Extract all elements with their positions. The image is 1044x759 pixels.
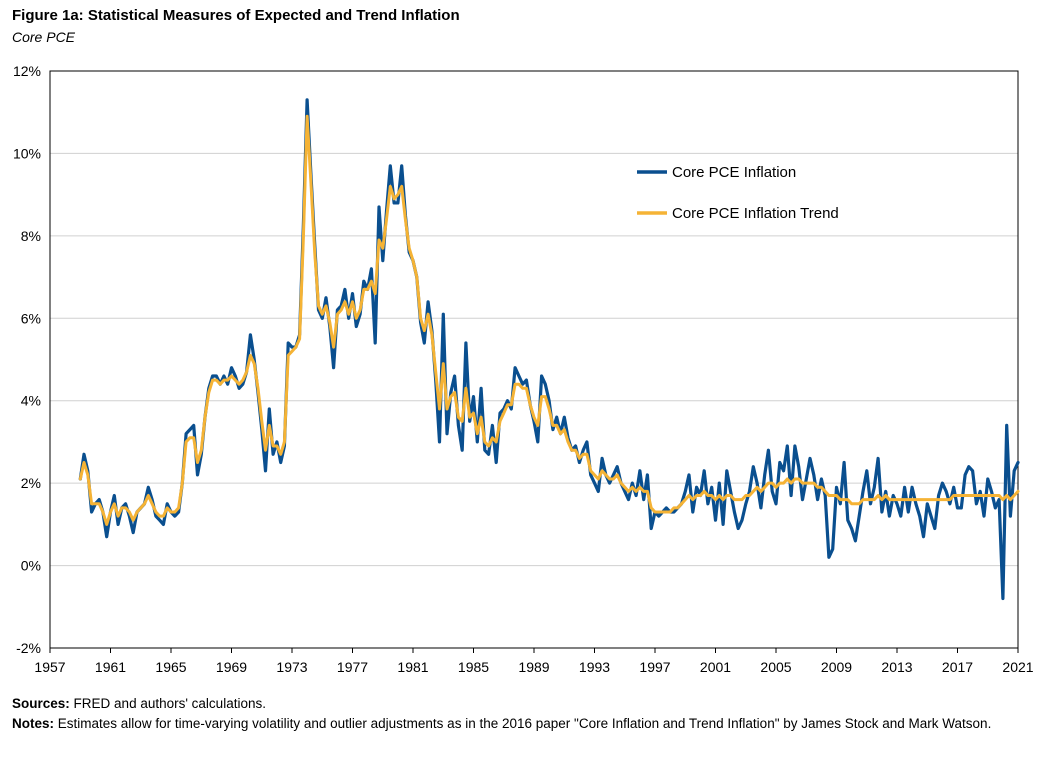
y-tick-label: 2%: [21, 475, 41, 491]
y-axis: -2% 0% 2% 4% 6% 8% 10% 12%: [13, 63, 41, 656]
series-line-core-pce-inflation-trend: [78, 114, 1020, 526]
legend-label: Core PCE Inflation Trend: [672, 205, 839, 222]
x-axis: 1957 1961 1965 1969 1973 1977 1981 1985 1989 1993…: [34, 648, 1034, 675]
sources-label: Sources:: [12, 696, 70, 711]
plot-area-frame: [49, 70, 1019, 649]
x-tick-label: 1993: [579, 659, 610, 675]
series-layer: [78, 98, 1020, 601]
x-tick-label: 1989: [518, 659, 549, 675]
y-tick-label: 10%: [13, 145, 41, 161]
x-tick-label: 1973: [276, 659, 307, 675]
y-tick-label: -2%: [16, 640, 41, 656]
series-line-core-pce-inflation: [78, 98, 1020, 601]
x-tick-label: 2021: [1002, 659, 1033, 675]
x-tick-label: 1985: [458, 659, 489, 675]
x-tick-label: 2001: [700, 659, 731, 675]
x-tick-label: 1957: [34, 659, 65, 675]
x-tick-label: 1981: [397, 659, 428, 675]
x-tick-label: 1969: [216, 659, 247, 675]
line-chart: -2% 0% 2% 4% 6% 8% 10% 12% 1957 1961 1965 1969 1973…: [13, 63, 1034, 675]
x-tick-label: 2017: [942, 659, 973, 675]
y-tick-label: 0%: [21, 558, 41, 574]
sources-text: FRED and authors' calculations.: [73, 696, 266, 711]
notes-note: Notes: Estimates allow for time-varying …: [12, 714, 1022, 734]
legend: Core PCE Inflation Core PCE Inflation Tre…: [637, 164, 839, 222]
x-tick-label: 1965: [155, 659, 186, 675]
chart-title: Figure 1a: Statistical Measures of Expec…: [12, 7, 460, 24]
notes-text: Estimates allow for time-varying volatil…: [57, 716, 992, 731]
x-tick-label: 1961: [95, 659, 126, 675]
y-tick-label: 4%: [21, 393, 41, 409]
x-tick-label: 2005: [760, 659, 791, 675]
y-tick-label: 12%: [13, 63, 41, 79]
y-tick-label: 6%: [21, 310, 41, 326]
gridlines: [50, 152, 1018, 567]
chart-subtitle: Core PCE: [12, 29, 76, 45]
y-tick-label: 8%: [21, 228, 41, 244]
x-tick-label: 2009: [821, 659, 852, 675]
x-tick-label: 1977: [337, 659, 368, 675]
x-tick-label: 2013: [881, 659, 912, 675]
notes-label: Notes:: [12, 716, 55, 731]
legend-label: Core PCE Inflation: [672, 164, 796, 181]
sources-note: Sources: FRED and authors' calculations.: [12, 694, 1022, 714]
x-tick-label: 1997: [639, 659, 670, 675]
